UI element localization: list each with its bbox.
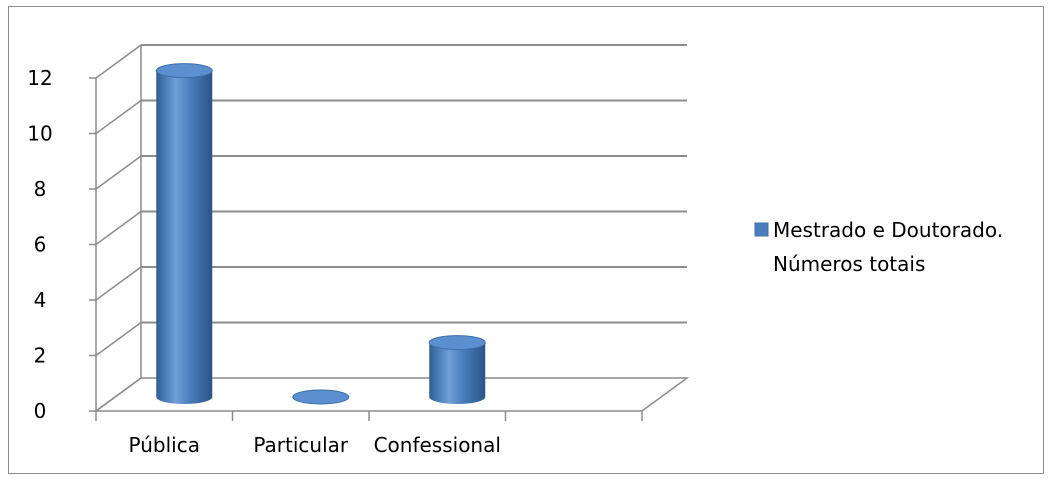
legend-item: Mestrado e Doutorado. Números totais — [754, 218, 1003, 276]
bar — [292, 389, 350, 405]
legend-label: Mestrado e Doutorado. — [773, 218, 1003, 242]
bar-body — [429, 342, 486, 404]
bar-top — [428, 335, 486, 351]
axes-group — [89, 44, 690, 421]
bar — [155, 63, 213, 404]
legend-label: Números totais — [773, 252, 925, 276]
x-tick-label: Confessional — [374, 433, 501, 457]
bars-group — [155, 63, 486, 405]
bar-top — [155, 63, 213, 79]
gridline-depth — [95, 266, 142, 301]
y-tick-label: 4 — [34, 288, 47, 312]
gridline-depth — [95, 210, 142, 246]
gridline-depth — [95, 321, 142, 357]
y-tick-label: 8 — [34, 177, 47, 201]
y-tick-label: 10 — [27, 122, 52, 146]
bar-top — [292, 389, 350, 405]
legend-swatch — [754, 222, 769, 237]
gridline-depth — [95, 44, 142, 79]
gridline-depth — [95, 99, 142, 135]
y-tick-label: 12 — [27, 66, 52, 90]
floor — [93, 377, 690, 412]
y-tick-label: 2 — [34, 344, 47, 368]
gridline-depth — [95, 155, 142, 190]
bar-body — [156, 70, 213, 404]
y-tick-label: 6 — [34, 233, 47, 257]
x-tick-label: Particular — [253, 433, 349, 457]
labels-group: 0 2 4 6 8 10 12 Pública Particular Confessional — [27, 66, 501, 457]
x-tick-label: Pública — [129, 433, 200, 457]
legend-group: Mestrado e Doutorado. Números totais — [754, 218, 1003, 276]
bar — [428, 335, 486, 404]
y-tick-label: 0 — [34, 399, 47, 423]
